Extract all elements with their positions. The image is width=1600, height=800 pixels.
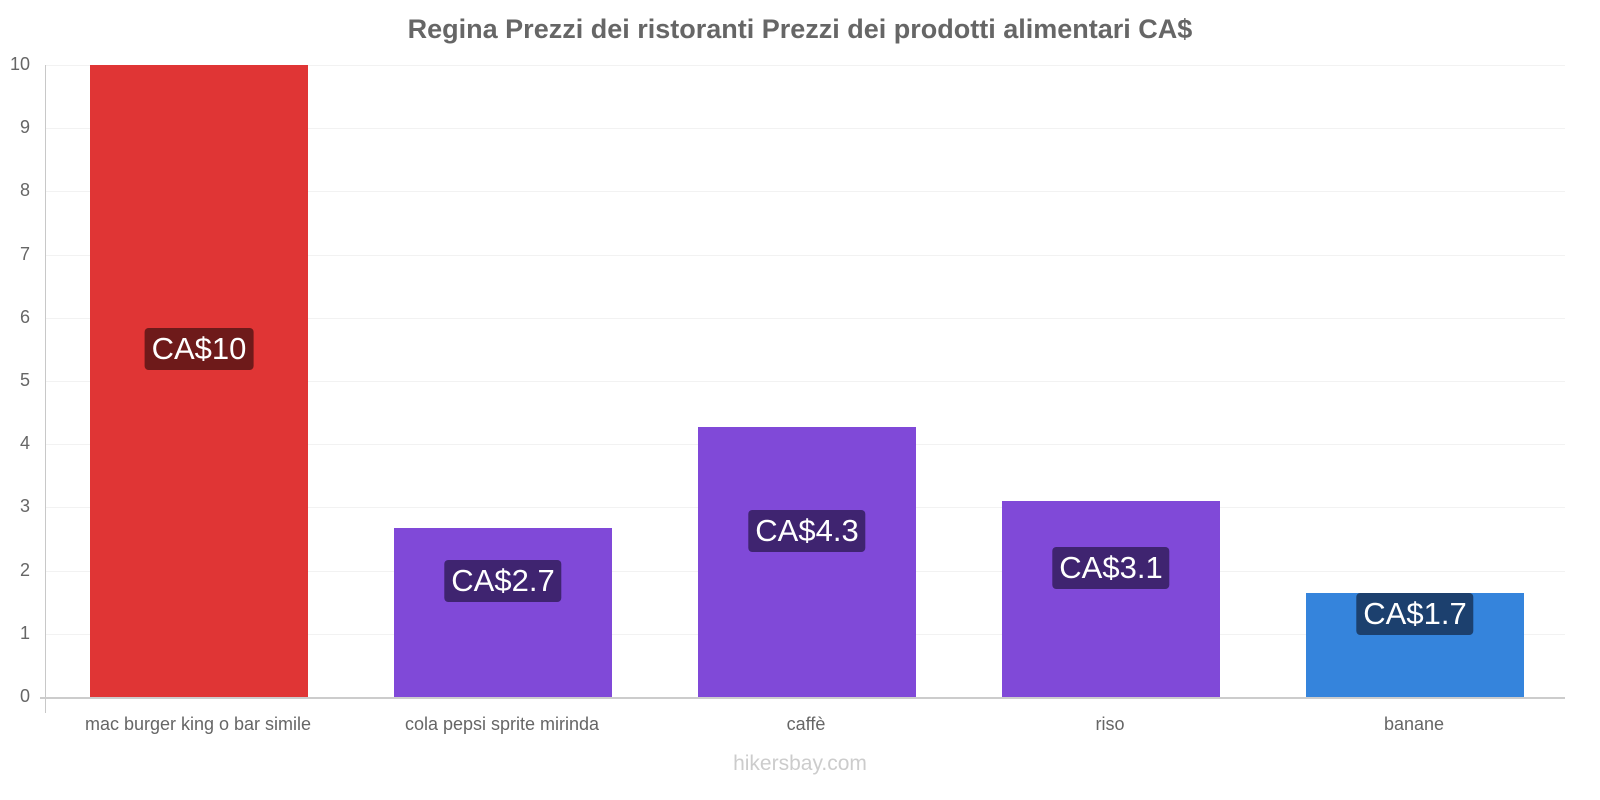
x-tick-label: caffè [786,714,826,734]
y-tick-label: 10 [9,54,30,74]
y-tick-label: 9 [19,117,30,137]
x-tick-label: mac burger king o bar simile [84,714,312,734]
gridline [45,318,1565,319]
y-tick-label: 4 [19,433,30,453]
bar[interactable] [1002,501,1220,697]
x-tick-label: banane [1383,714,1445,734]
gridline [45,128,1565,129]
watermark: hikersbay.com [733,752,867,775]
bar-value-label: CA$10 [144,328,254,370]
bar-value-label: CA$2.7 [444,560,562,602]
x-tick-label: riso [1095,714,1125,734]
bar-value-label: CA$1.7 [1356,593,1474,635]
y-axis-line [45,65,46,713]
gridline [45,255,1565,256]
gridline [45,191,1565,192]
y-tick-label: 7 [19,244,30,264]
y-tick-label: 6 [19,307,30,327]
gridline [45,65,1565,66]
y-tick-label: 3 [19,496,30,516]
x-axis-line [40,697,1565,699]
bar-value-label: CA$3.1 [1052,547,1170,589]
chart-title: Regina Prezzi dei ristoranti Prezzi dei … [407,14,1193,44]
gridline [45,381,1565,382]
y-tick-label: 2 [19,560,30,580]
y-tick-label: 1 [19,623,30,643]
bar[interactable] [90,65,308,697]
y-tick-label: 0 [19,686,30,706]
bar[interactable] [394,528,612,697]
bar-value-label: CA$4.3 [748,510,866,552]
y-tick-label: 5 [19,370,30,390]
y-tick-label: 8 [19,180,30,200]
x-tick-label: cola pepsi sprite mirinda [404,714,600,734]
bar[interactable] [698,427,916,697]
